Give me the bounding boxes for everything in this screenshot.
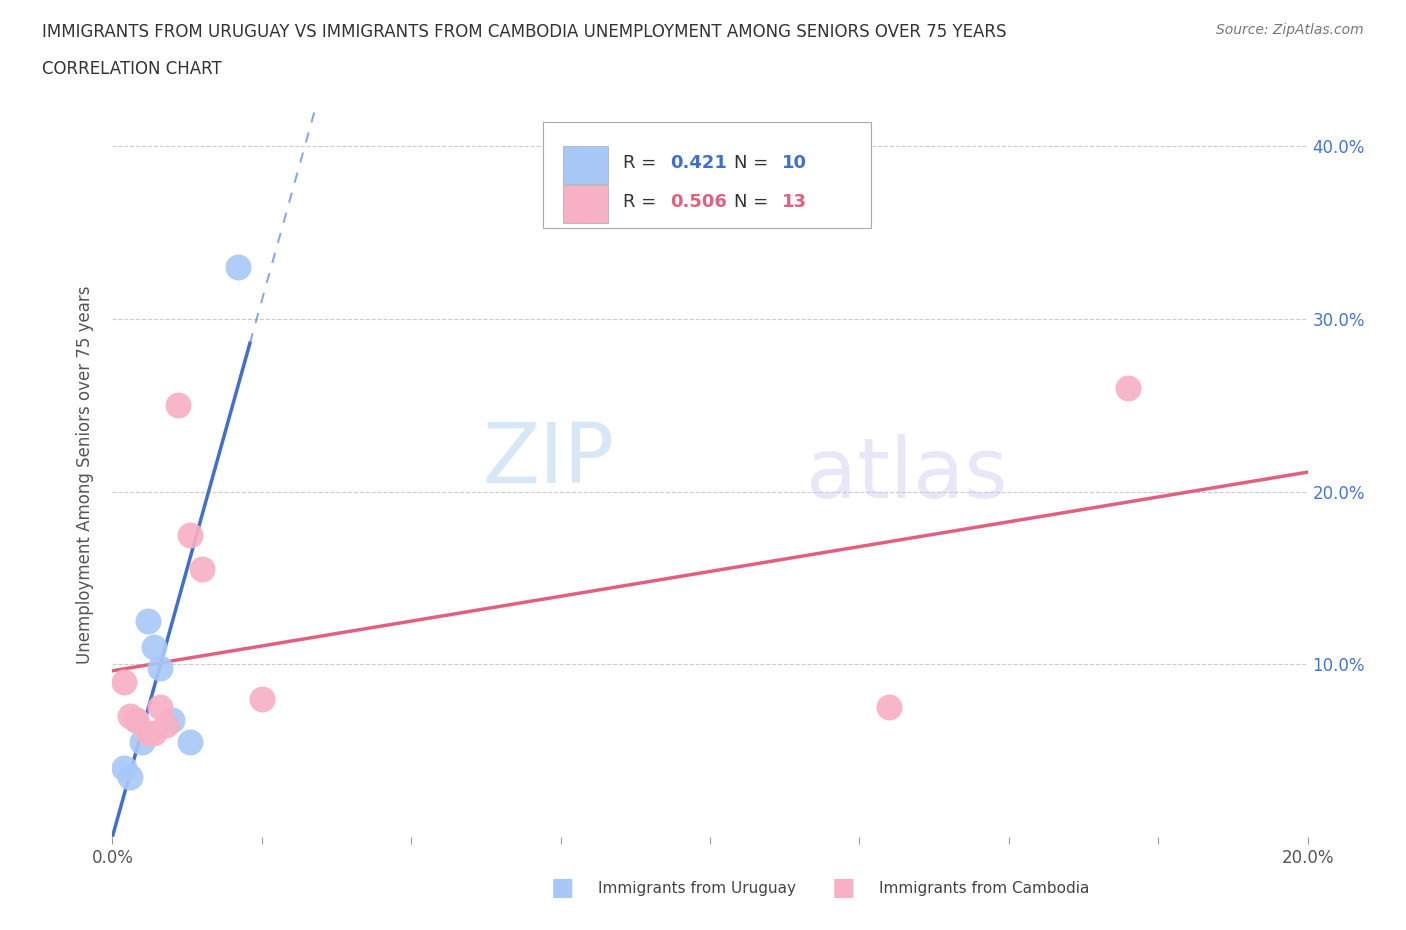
Text: IMMIGRANTS FROM URUGUAY VS IMMIGRANTS FROM CAMBODIA UNEMPLOYMENT AMONG SENIORS O: IMMIGRANTS FROM URUGUAY VS IMMIGRANTS FR…	[42, 23, 1007, 41]
Text: 13: 13	[782, 193, 807, 211]
Text: ZIP: ZIP	[482, 419, 614, 500]
Point	[179, 735, 201, 750]
Text: ■: ■	[832, 876, 855, 900]
Point	[155, 717, 177, 732]
Text: atlas: atlas	[806, 433, 1007, 515]
FancyBboxPatch shape	[543, 123, 872, 228]
Text: 10: 10	[782, 154, 807, 172]
Point	[143, 640, 166, 655]
Point	[125, 712, 148, 727]
Point	[1118, 380, 1140, 395]
FancyBboxPatch shape	[562, 146, 609, 183]
Point	[114, 761, 135, 776]
Point	[250, 691, 273, 706]
Text: N =: N =	[734, 154, 773, 172]
Point	[167, 398, 190, 413]
Point	[120, 709, 142, 724]
Point	[131, 735, 153, 750]
Point	[226, 259, 249, 274]
Text: N =: N =	[734, 193, 773, 211]
Point	[125, 712, 148, 727]
Point	[143, 726, 166, 741]
Text: Immigrants from Cambodia: Immigrants from Cambodia	[879, 881, 1090, 896]
Point	[120, 769, 142, 784]
Text: 0.421: 0.421	[671, 154, 727, 172]
Y-axis label: Unemployment Among Seniors over 75 years: Unemployment Among Seniors over 75 years	[76, 286, 94, 663]
Text: CORRELATION CHART: CORRELATION CHART	[42, 60, 222, 78]
Point	[879, 700, 901, 715]
Point	[149, 660, 172, 675]
FancyBboxPatch shape	[562, 185, 609, 223]
Text: ■: ■	[551, 876, 574, 900]
Point	[138, 726, 160, 741]
Text: Source: ZipAtlas.com: Source: ZipAtlas.com	[1216, 23, 1364, 37]
Text: Immigrants from Uruguay: Immigrants from Uruguay	[598, 881, 796, 896]
Text: R =: R =	[623, 154, 662, 172]
Point	[191, 562, 214, 577]
Point	[149, 700, 172, 715]
Text: 0.506: 0.506	[671, 193, 727, 211]
Point	[179, 527, 201, 542]
Point	[138, 614, 160, 629]
Point	[114, 674, 135, 689]
Point	[162, 712, 183, 727]
Text: R =: R =	[623, 193, 662, 211]
